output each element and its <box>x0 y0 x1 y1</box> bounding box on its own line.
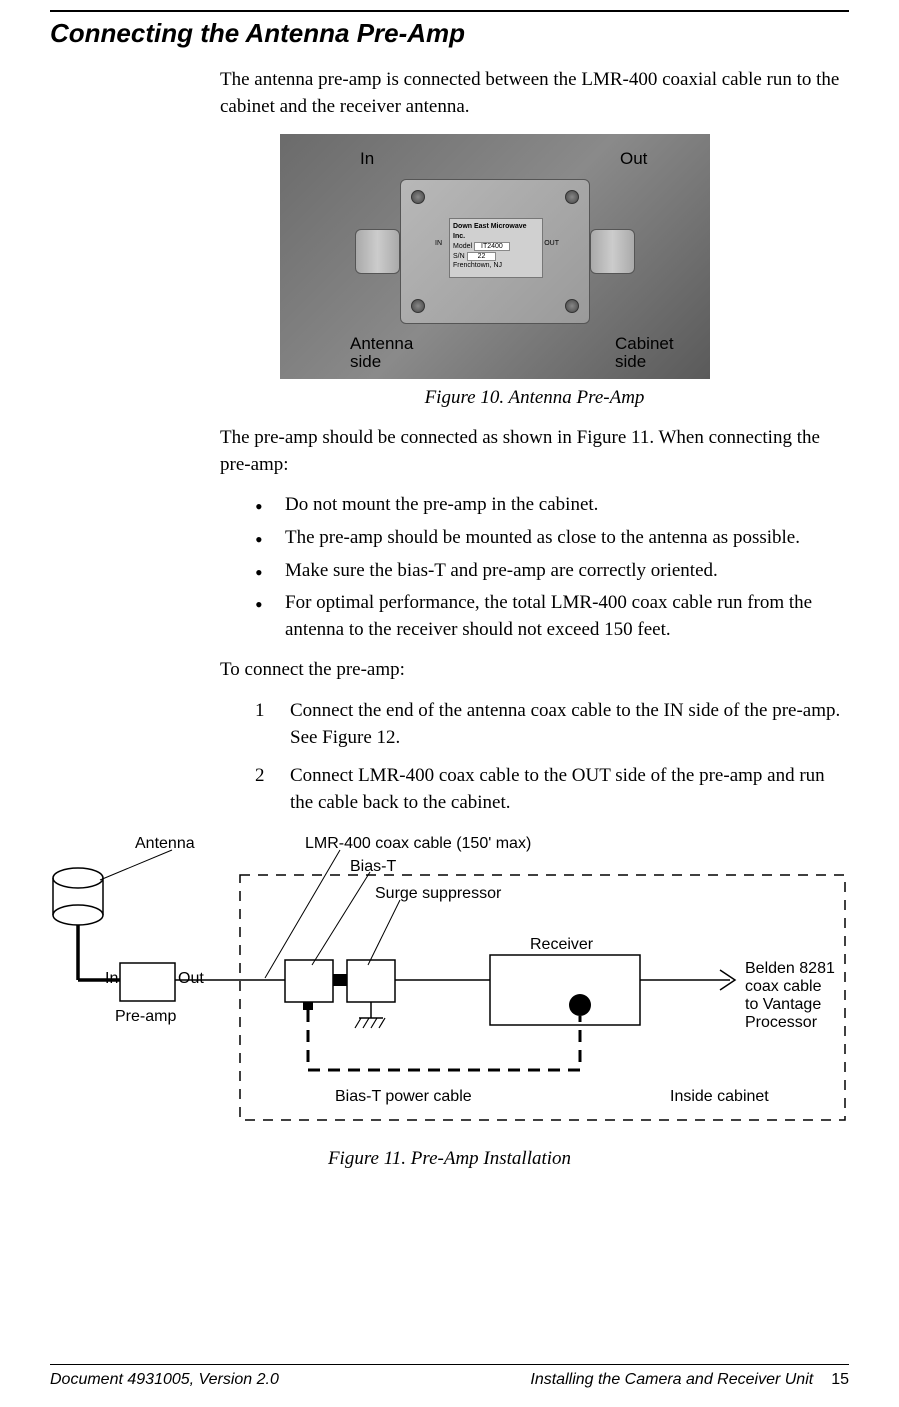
diagram-label-belden-2: coax cable <box>745 978 822 996</box>
bullet-item: For optimal performance, the total LMR-4… <box>255 590 849 643</box>
diagram-label-bias-t: Bias-T <box>350 858 396 876</box>
diagram-label-antenna: Antenna <box>135 835 195 853</box>
photo-label-antenna-side-2: side <box>350 352 381 372</box>
figure-11-diagram: Antenna LMR-400 coax cable (150' max) Bi… <box>50 830 850 1140</box>
photo-label-cabinet-side-2: side <box>615 352 646 372</box>
photo-label-in: In <box>360 149 374 169</box>
page-footer: Document 4931005, Version 2.0 Installing… <box>50 1364 849 1389</box>
step-item: Connect the end of the antenna coax cabl… <box>255 698 849 751</box>
bullet-item: Do not mount the pre-amp in the cabinet. <box>255 492 849 519</box>
diagram-label-lmr: LMR-400 coax cable (150' max) <box>305 835 531 853</box>
diagram-label-inside: Inside cabinet <box>670 1088 769 1106</box>
step-item: Connect LMR-400 coax cable to the OUT si… <box>255 763 849 816</box>
figure-10-caption: Figure 10. Antenna Pre-Amp <box>220 387 849 409</box>
diagram-label-surge: Surge suppressor <box>375 885 501 903</box>
diagram-label-preamp: Pre-amp <box>115 1008 176 1026</box>
bullet-list: Do not mount the pre-amp in the cabinet.… <box>255 492 849 643</box>
paragraph-2: The pre-amp should be connected as shown… <box>220 425 849 478</box>
section-title: Connecting the Antenna Pre-Amp <box>50 10 849 49</box>
photo-label-antenna-side-1: Antenna <box>350 334 413 354</box>
photo-label-out: Out <box>620 149 647 169</box>
diagram-label-bias-power: Bias-T power cable <box>335 1088 472 1106</box>
photo-label-cabinet-side-1: Cabinet <box>615 334 674 354</box>
diagram-label-belden-4: Processor <box>745 1014 817 1032</box>
bullet-item: The pre-amp should be mounted as close t… <box>255 525 849 552</box>
footer-left: Document 4931005, Version 2.0 <box>50 1371 279 1389</box>
figure-10-photo: Down East Microwave Inc. Model IT2400 S/… <box>280 134 710 379</box>
diagram-label-out: Out <box>178 970 204 988</box>
paragraph-3: To connect the pre-amp: <box>220 657 849 684</box>
step-list: Connect the end of the antenna coax cabl… <box>255 698 849 816</box>
bullet-item: Make sure the bias-T and pre-amp are cor… <box>255 558 849 585</box>
diagram-label-belden-3: to Vantage <box>745 996 821 1014</box>
preamp-sticker: Down East Microwave Inc. Model IT2400 S/… <box>449 218 543 278</box>
diagram-label-receiver: Receiver <box>530 936 593 954</box>
figure-11-caption: Figure 11. Pre-Amp Installation <box>50 1148 849 1170</box>
footer-right: Installing the Camera and Receiver Unit1… <box>530 1371 849 1389</box>
diagram-label-belden-1: Belden 8281 <box>745 960 835 978</box>
diagram-label-in: In <box>105 970 118 988</box>
intro-paragraph: The antenna pre-amp is connected between… <box>220 67 849 120</box>
